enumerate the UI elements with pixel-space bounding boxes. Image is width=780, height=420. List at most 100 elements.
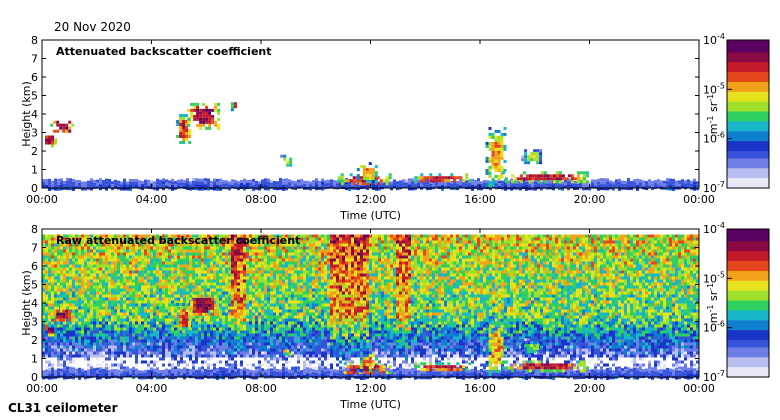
boundary-layer-cell <box>54 184 57 188</box>
cloud-cell <box>349 179 353 183</box>
noise-cell <box>321 276 324 280</box>
noise-cell <box>225 261 228 265</box>
noise-cell <box>117 249 120 253</box>
noise-cell <box>531 252 534 256</box>
boundary-layer-cell <box>201 187 204 191</box>
noise-cell <box>552 279 555 283</box>
noise-cell <box>555 243 558 247</box>
boundary-layer-cell <box>186 187 189 191</box>
boundary-layer-cell <box>582 184 585 188</box>
noise-cell <box>201 258 204 262</box>
noise-cell <box>108 246 111 250</box>
noise-cell <box>201 282 204 286</box>
noise-cell <box>657 282 660 286</box>
noise-cell <box>198 267 201 271</box>
noise-cell <box>414 249 417 253</box>
noise-cell <box>678 234 681 238</box>
cloud-cell <box>500 132 504 136</box>
boundary-layer-cell <box>228 184 231 188</box>
noise-cell <box>492 282 495 286</box>
noise-cell <box>351 264 354 268</box>
noise-cell <box>387 249 390 253</box>
boundary-layer-cell <box>87 180 90 184</box>
noise-cell <box>108 276 111 280</box>
noise-cell <box>609 279 612 283</box>
noise-cell <box>75 276 78 280</box>
noise-cell <box>57 246 60 250</box>
noise-cell <box>477 273 480 277</box>
noise-cell <box>144 273 147 277</box>
noise-cell <box>426 252 429 256</box>
noise-cell <box>687 267 690 271</box>
noise-cell <box>69 261 72 265</box>
boundary-layer-cell <box>504 184 507 188</box>
noise-cell <box>102 240 105 244</box>
noise-cell <box>345 246 348 250</box>
cloud-cell <box>579 171 583 175</box>
noise-cell <box>108 255 111 259</box>
noise-cell <box>93 279 96 283</box>
boundary-layer-cell <box>402 182 405 186</box>
noise-cell <box>501 267 504 271</box>
cloud-cell <box>45 141 48 145</box>
cloud-cell <box>368 168 372 172</box>
boundary-layer-cell <box>606 181 609 185</box>
noise-cell <box>60 237 63 241</box>
cloud-cell <box>585 174 589 178</box>
noise-cell <box>471 270 474 274</box>
noise-cell <box>648 276 651 280</box>
boundary-layer-cell <box>630 181 633 184</box>
noise-cell <box>546 270 549 274</box>
noise-cell <box>213 279 216 283</box>
noise-cell <box>687 255 690 259</box>
noise-cell <box>186 267 189 271</box>
noise-cell <box>573 267 576 271</box>
noise-cell <box>603 246 606 250</box>
noise-cell <box>396 240 399 244</box>
noise-cell <box>204 249 207 253</box>
noise-cell <box>387 282 390 286</box>
noise-cell <box>621 270 624 274</box>
colorbar-step <box>727 99 769 103</box>
cloud-cell <box>491 156 495 160</box>
noise-cell <box>639 240 642 244</box>
boundary-layer-cell <box>261 185 264 189</box>
noise-cell <box>117 243 120 247</box>
noise-cell <box>330 264 333 268</box>
noise-cell <box>618 234 621 238</box>
noise-cell <box>348 282 351 286</box>
noise-cell <box>255 252 258 256</box>
noise-cell <box>285 279 288 283</box>
noise-cell <box>513 255 516 259</box>
noise-cell <box>609 261 612 265</box>
noise-cell <box>246 273 249 277</box>
noise-cell <box>285 264 288 268</box>
noise-cell <box>63 273 66 277</box>
noise-cell <box>627 276 630 280</box>
noise-cell <box>672 255 675 259</box>
noise-cell <box>669 237 672 241</box>
noise-cell <box>597 279 600 283</box>
cloud-cell <box>349 173 353 177</box>
cloud-cell <box>51 138 54 142</box>
noise-cell <box>153 261 156 265</box>
panel-title: Attenuated backscatter coefficient <box>56 45 272 58</box>
noise-cell <box>225 243 228 247</box>
noise-cell <box>438 279 441 283</box>
noise-cell <box>483 279 486 283</box>
noise-cell <box>396 276 399 280</box>
noise-cell <box>435 279 438 283</box>
noise-cell <box>279 234 282 238</box>
noise-cell <box>291 264 294 268</box>
noise-cell <box>603 255 606 259</box>
noise-cell <box>321 240 324 244</box>
noise-cell <box>633 243 636 247</box>
noise-cell <box>207 246 210 250</box>
noise-cell <box>105 261 108 265</box>
noise-cell <box>501 249 504 253</box>
noise-cell <box>696 267 699 271</box>
noise-cell <box>237 282 240 286</box>
noise-cell <box>555 237 558 241</box>
noise-cell <box>627 270 630 274</box>
noise-cell <box>201 264 204 268</box>
